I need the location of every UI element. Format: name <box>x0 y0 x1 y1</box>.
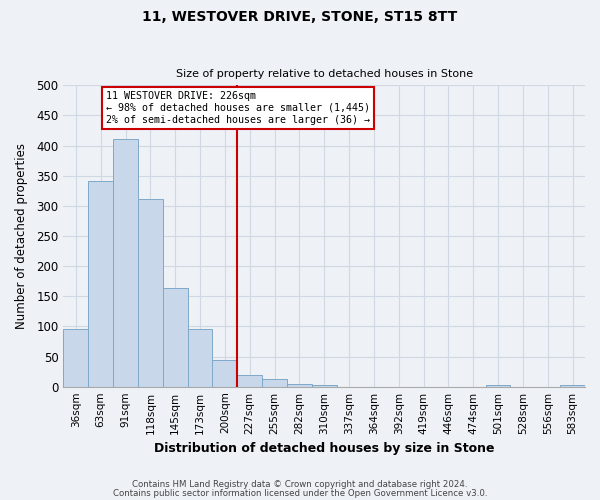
X-axis label: Distribution of detached houses by size in Stone: Distribution of detached houses by size … <box>154 442 494 455</box>
Text: 11 WESTOVER DRIVE: 226sqm
← 98% of detached houses are smaller (1,445)
2% of sem: 11 WESTOVER DRIVE: 226sqm ← 98% of detac… <box>106 92 370 124</box>
Bar <box>88 181 113 386</box>
Bar <box>485 385 511 386</box>
Bar <box>188 330 212 386</box>
Bar <box>287 384 312 386</box>
Bar <box>312 385 337 386</box>
Text: Contains public sector information licensed under the Open Government Licence v3: Contains public sector information licen… <box>113 490 487 498</box>
Bar <box>113 139 138 386</box>
Bar <box>237 374 262 386</box>
Bar <box>212 360 237 386</box>
Bar <box>64 329 88 386</box>
Bar <box>560 385 585 386</box>
Text: Contains HM Land Registry data © Crown copyright and database right 2024.: Contains HM Land Registry data © Crown c… <box>132 480 468 489</box>
Bar <box>163 288 188 386</box>
Y-axis label: Number of detached properties: Number of detached properties <box>15 143 28 329</box>
Bar <box>138 199 163 386</box>
Text: 11, WESTOVER DRIVE, STONE, ST15 8TT: 11, WESTOVER DRIVE, STONE, ST15 8TT <box>142 10 458 24</box>
Title: Size of property relative to detached houses in Stone: Size of property relative to detached ho… <box>176 69 473 79</box>
Bar <box>262 379 287 386</box>
